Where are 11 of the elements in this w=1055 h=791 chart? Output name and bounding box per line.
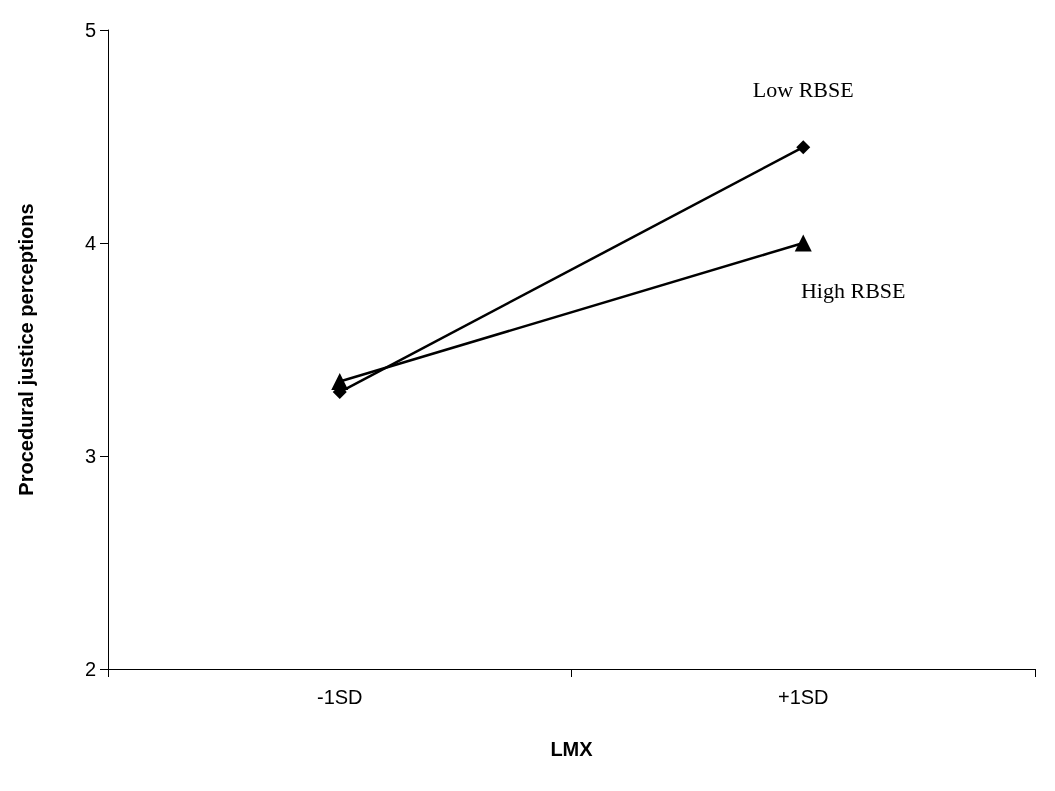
x-tick-label: +1SD	[777, 686, 829, 708]
y-tick-label: 5	[84, 19, 96, 41]
text: Low RBSE	[752, 76, 854, 102]
x-tick-label: -1SD	[316, 686, 363, 708]
series-label: High RBSE	[800, 278, 906, 303]
y-tick-label: 2	[84, 658, 96, 680]
x-axis-title: LMX	[550, 738, 594, 760]
y-axis-title: Procedural justice perceptions	[15, 203, 37, 496]
point	[796, 140, 811, 155]
y-tick-label: 4	[84, 232, 96, 254]
y-tick-label: 3	[84, 445, 96, 467]
